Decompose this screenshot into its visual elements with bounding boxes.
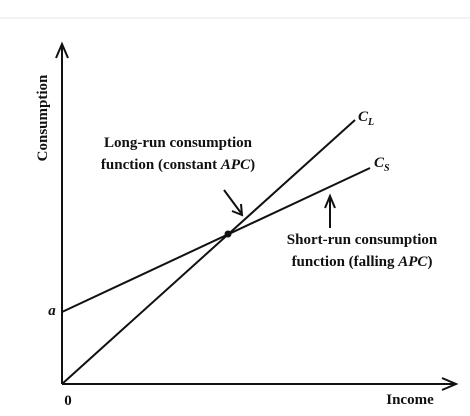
intercept-label: a: [48, 303, 56, 319]
annotation-line: function (falling APC): [292, 254, 433, 270]
long-run-line: [61, 119, 356, 385]
intersection-point: [224, 230, 232, 238]
short-run-line: [61, 167, 371, 313]
annotation-line: function (constant APC): [101, 157, 255, 173]
y-axis: [55, 41, 69, 384]
annotation-line: Long-run consumption: [104, 135, 253, 151]
annotation-line: Short-run consumption: [287, 232, 438, 248]
origin-label: 0: [64, 393, 72, 409]
x-axis: [62, 377, 459, 391]
x-axis-label: Income: [386, 392, 434, 408]
y-axis-label: Consumption: [35, 74, 51, 161]
long-run-label: CL: [358, 109, 374, 128]
annotation-arrow: [223, 189, 244, 217]
short-run-label: CS: [374, 155, 390, 174]
annotation-arrow: [324, 193, 336, 228]
